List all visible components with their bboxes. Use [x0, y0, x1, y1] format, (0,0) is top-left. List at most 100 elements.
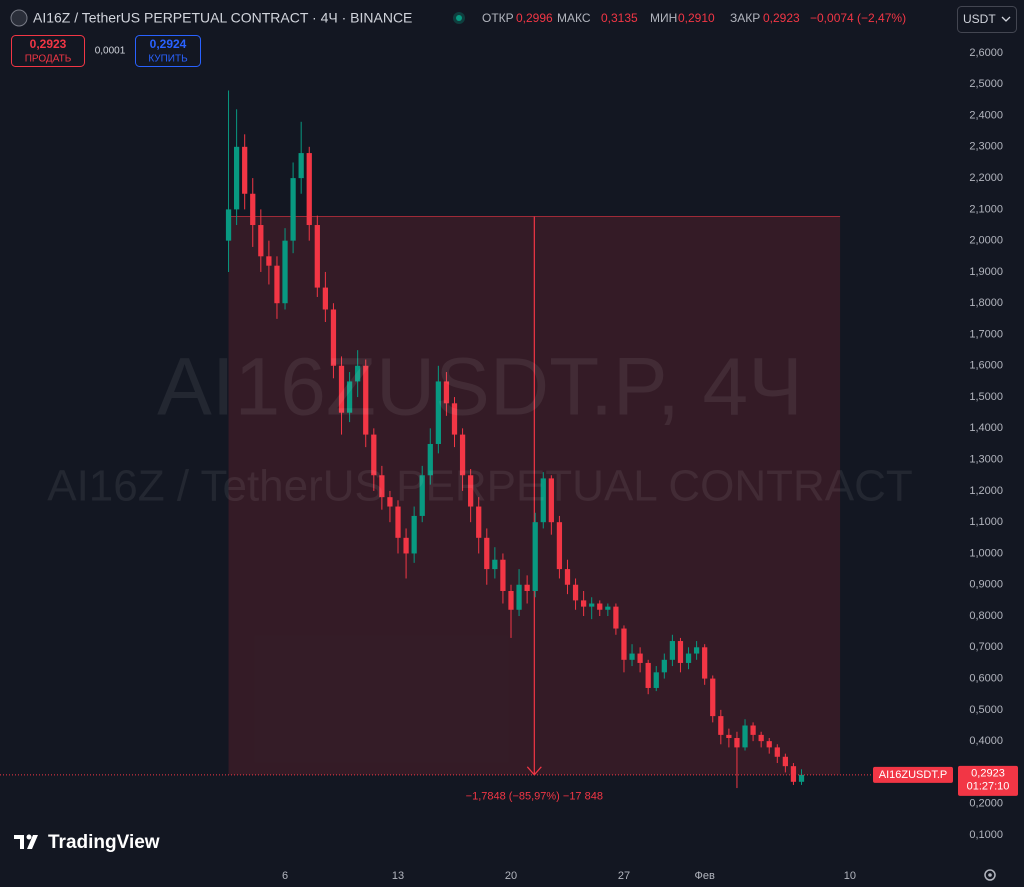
dropdown-caret — [1001, 16, 1011, 22]
candle-body — [750, 725, 756, 735]
candle-body — [419, 475, 425, 516]
buy-price: 0,2924 — [150, 37, 187, 51]
high-value: 0,3135 — [601, 11, 638, 25]
open-label: ОТКР — [482, 11, 514, 25]
x-tick-label: 27 — [618, 870, 630, 882]
candle-body — [500, 559, 506, 591]
candle-body — [621, 628, 627, 660]
candle-body — [669, 641, 676, 660]
candle-body — [718, 716, 724, 735]
y-tick-label: 1,3000 — [969, 454, 1003, 466]
y-tick-label: 1,9000 — [969, 266, 1003, 278]
candle-body — [395, 506, 401, 538]
candle-body — [572, 584, 579, 601]
candle-body — [250, 193, 256, 226]
candle-body — [468, 475, 474, 507]
candle-body — [726, 734, 732, 739]
candle-body — [742, 725, 748, 748]
symbol-title[interactable]: AI16Z / TetherUS PERPETUAL CONTRACT · 4Ч… — [33, 10, 412, 26]
countdown: 01:27:10 — [967, 781, 1010, 793]
y-tick-label: 0,2000 — [969, 798, 1003, 810]
low-label: МИН — [650, 11, 677, 25]
x-tick-label: 13 — [392, 870, 404, 882]
candle-body — [403, 537, 409, 554]
y-tick-label: 2,4000 — [969, 109, 1003, 121]
y-tick-label: 2,6000 — [969, 47, 1003, 59]
candle-body — [290, 178, 296, 241]
y-tick-label: 2,1000 — [969, 203, 1003, 215]
candle-body — [492, 559, 498, 570]
candle-body — [435, 381, 441, 444]
candle-body — [484, 537, 490, 570]
candle-body — [298, 153, 304, 179]
candle-body — [524, 584, 530, 591]
brand-name: TradingView — [48, 832, 160, 853]
candle-body — [322, 287, 329, 310]
low-value: 0,2910 — [678, 11, 715, 25]
candle-body — [476, 506, 482, 538]
y-tick-label: 0,6000 — [969, 672, 1003, 684]
candle-body — [758, 734, 764, 742]
candle-body — [306, 153, 312, 226]
candle-body — [637, 653, 643, 663]
y-tick-label: 1,8000 — [969, 297, 1003, 309]
candle-body — [782, 756, 788, 767]
candle-body — [766, 741, 772, 748]
y-tick-label: 1,0000 — [969, 547, 1003, 559]
y-tick-label: 0,8000 — [969, 610, 1003, 622]
y-tick-label: 1,2000 — [969, 485, 1003, 497]
candle-body — [371, 434, 377, 476]
candle-body — [266, 256, 272, 266]
candle-body — [346, 381, 353, 413]
y-tick-label: 1,6000 — [969, 360, 1003, 372]
candle-body — [685, 653, 692, 663]
candle-body — [580, 600, 587, 607]
candle-body — [540, 478, 546, 523]
candle-body — [459, 434, 466, 476]
candle-body — [645, 662, 651, 688]
symbol-tag — [873, 766, 953, 783]
x-tick-label: 6 — [282, 870, 288, 882]
y-tick-label: 0,7000 — [969, 641, 1003, 653]
y-tick-label: 2,0000 — [969, 235, 1003, 247]
candle-body — [379, 475, 385, 498]
candle-body — [516, 584, 522, 610]
candle-body — [282, 240, 288, 304]
market-status-dot — [456, 15, 462, 21]
currency-select[interactable] — [957, 6, 1017, 33]
y-tick-label: 2,5000 — [969, 78, 1003, 90]
tradingview-logo — [14, 834, 38, 849]
plot-area: −1,7848 (−85,97%) −17 848 — [0, 90, 950, 803]
settings-icon[interactable] — [984, 869, 996, 881]
candle-body — [790, 766, 797, 782]
candle-body — [338, 365, 345, 413]
sell-button[interactable] — [11, 35, 85, 67]
last-price-tag — [958, 765, 1018, 796]
candle-body — [225, 209, 232, 241]
sell-label: ПРОДАТЬ — [25, 54, 72, 65]
candle-body — [734, 738, 740, 748]
y-tick-label: 1,5000 — [969, 391, 1003, 403]
y-tick-label: 1,7000 — [969, 328, 1003, 340]
spread: 0,0001 — [95, 46, 126, 57]
candle-body — [589, 603, 595, 607]
candle-body — [613, 606, 619, 629]
candle-body — [355, 365, 361, 382]
close-label: ЗАКР — [730, 11, 760, 25]
change-value: −0,0074 (−2,47%) — [810, 11, 906, 25]
y-tick-label: 1,4000 — [969, 422, 1003, 434]
candle-body — [427, 443, 433, 476]
candle-body — [564, 569, 571, 585]
candle-body — [548, 478, 554, 523]
candle-body — [556, 522, 563, 570]
buy-button[interactable] — [135, 35, 201, 67]
watermark-symbol: AI16ZUSDT.P, 4Ч — [157, 342, 803, 433]
candle-body — [653, 672, 659, 688]
x-tick-label: Фев — [695, 870, 715, 882]
y-tick-label: 1,1000 — [969, 516, 1003, 528]
candle-body — [774, 747, 780, 757]
candle-body — [798, 774, 805, 782]
